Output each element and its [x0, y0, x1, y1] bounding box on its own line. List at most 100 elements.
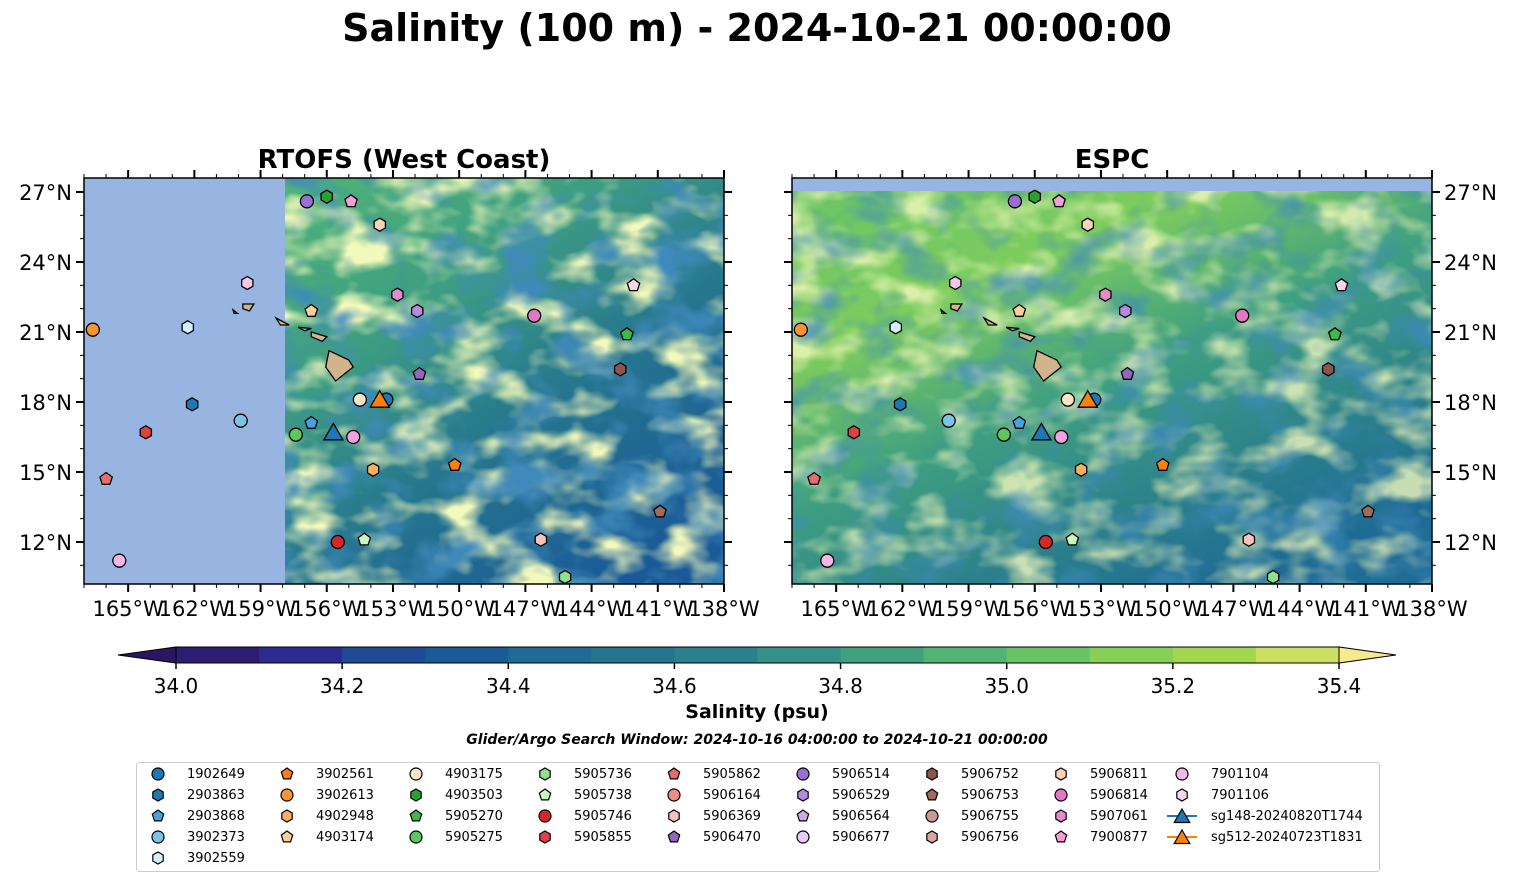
colorbar-bin	[923, 647, 1008, 663]
platform-marker	[1321, 362, 1335, 377]
legend-label: 2903868	[187, 808, 245, 824]
island-shape	[939, 307, 948, 314]
platform-marker	[412, 366, 427, 380]
x-tick-label: 162°W	[867, 597, 939, 621]
platform-marker	[619, 326, 634, 341]
y-tick-label: 24°N	[1444, 251, 1497, 275]
platform-marker	[1077, 389, 1099, 408]
legend-entry: 5906369	[659, 808, 761, 824]
legend-entry: 4903174	[272, 829, 374, 845]
y-tick-label: 21°N	[19, 321, 72, 345]
platform-marker	[99, 471, 114, 485]
colorbar-bin	[591, 647, 675, 663]
legend: 1902649 2903863 2903868 3902373 3902559 39025…	[136, 762, 1380, 872]
colorbar-bin	[1006, 647, 1091, 663]
island-shape	[297, 326, 312, 332]
legend-marker	[538, 809, 552, 823]
y-tick-label: 24°N	[19, 251, 72, 275]
platform-marker	[373, 217, 387, 232]
hawaii-islands	[939, 303, 1063, 382]
legend-marker	[925, 788, 939, 801]
x-tick-label: 150°W	[423, 597, 495, 621]
panel-rtofs: 165°W162°W159°W156°W153°W150°W147°W144°W…	[19, 145, 760, 621]
legend-marker	[668, 809, 680, 823]
legend-label: 3902561	[316, 766, 374, 782]
legend-marker	[1055, 767, 1067, 781]
platform-marker	[320, 189, 334, 204]
legend-label: 5905738	[574, 787, 632, 803]
platform-marker	[558, 569, 572, 585]
legend-marker	[1176, 788, 1188, 802]
platform-marker	[447, 457, 462, 471]
platform-marker	[304, 415, 319, 429]
legend-label: 5906369	[703, 808, 761, 824]
island-shape	[231, 307, 240, 314]
legend-marker	[280, 788, 294, 802]
legend-marker	[926, 767, 938, 781]
legend-entry: 2903863	[143, 787, 245, 803]
colorbar-tick-label: 34.2	[320, 674, 365, 698]
x-tick-label: 159°W	[225, 597, 297, 621]
legend-label: 5906564	[832, 808, 890, 824]
legend-label: 3902373	[187, 829, 245, 845]
legend-entry: 5906514	[788, 766, 890, 782]
island-shape	[1018, 331, 1037, 343]
platform-marker	[1327, 326, 1342, 341]
platform-marker	[410, 303, 424, 319]
x-tick-label: 144°W	[556, 597, 628, 621]
legend-marker	[151, 830, 165, 844]
colorbar-bin	[840, 647, 925, 663]
island-shape	[950, 303, 964, 312]
legend-entry: 5906753	[917, 787, 1019, 803]
legend-marker	[1054, 788, 1068, 802]
platform-marker	[330, 534, 345, 550]
colorbar-tick-label: 35.0	[984, 674, 1029, 698]
legend-marker	[926, 830, 938, 844]
platform-marker	[1118, 303, 1132, 319]
legend-entry: 5906814	[1046, 787, 1148, 803]
legend-entry: 2903868	[143, 808, 245, 824]
legend-label: 5905275	[445, 829, 503, 845]
colorbar-tick-label: 34.4	[486, 674, 531, 698]
platform-marker	[288, 427, 304, 442]
legend-label: 5905862	[703, 766, 761, 782]
platform-marker	[949, 275, 962, 291]
legend-entry: 7901104	[1167, 766, 1269, 782]
legend-entry: 5906470	[659, 829, 761, 845]
platform-marker	[1074, 462, 1088, 477]
platform-marker	[1065, 532, 1080, 546]
legend-label: 5906755	[961, 808, 1019, 824]
y-tick-label: 12°N	[1444, 531, 1497, 555]
legend-label: sg148-20240820T1744	[1211, 808, 1363, 824]
platform-marker	[653, 504, 667, 518]
platform-marker	[941, 413, 956, 428]
platform-marker	[112, 553, 127, 568]
platform-marker	[1028, 189, 1042, 204]
y-tick-label: 27°N	[19, 181, 72, 205]
platform-marker	[1334, 277, 1349, 292]
legend-marker	[1167, 807, 1197, 824]
legend-entry: 5905738	[530, 787, 632, 803]
legend-marker	[796, 809, 810, 822]
colorbar-label: Salinity (psu)	[685, 701, 829, 723]
legend-marker	[796, 830, 810, 844]
colorbar: 34.0 34.2 34.4 34.6 34.8 35.0 35.2 35.4	[117, 646, 1397, 698]
platform-marker	[241, 275, 254, 291]
legend-label: 4903175	[445, 766, 503, 782]
legend-entry: 5906756	[917, 829, 1019, 845]
platform-marker	[1081, 217, 1095, 232]
platform-marker	[85, 322, 100, 337]
legend-label: 5906529	[832, 787, 890, 803]
legend-entry: 5905862	[659, 766, 761, 782]
platform-marker	[893, 397, 907, 412]
colorbar-tick-label: 35.2	[1151, 674, 1196, 698]
island-shape	[982, 316, 998, 326]
legend-marker	[410, 788, 422, 802]
legend-label: 5905855	[574, 829, 632, 845]
platform-marker	[793, 322, 808, 337]
legend-label: 5906677	[832, 829, 890, 845]
y-tick-label: 27°N	[1444, 181, 1497, 205]
legend-label: 4902948	[316, 808, 374, 824]
colorbar-bin	[674, 647, 758, 663]
